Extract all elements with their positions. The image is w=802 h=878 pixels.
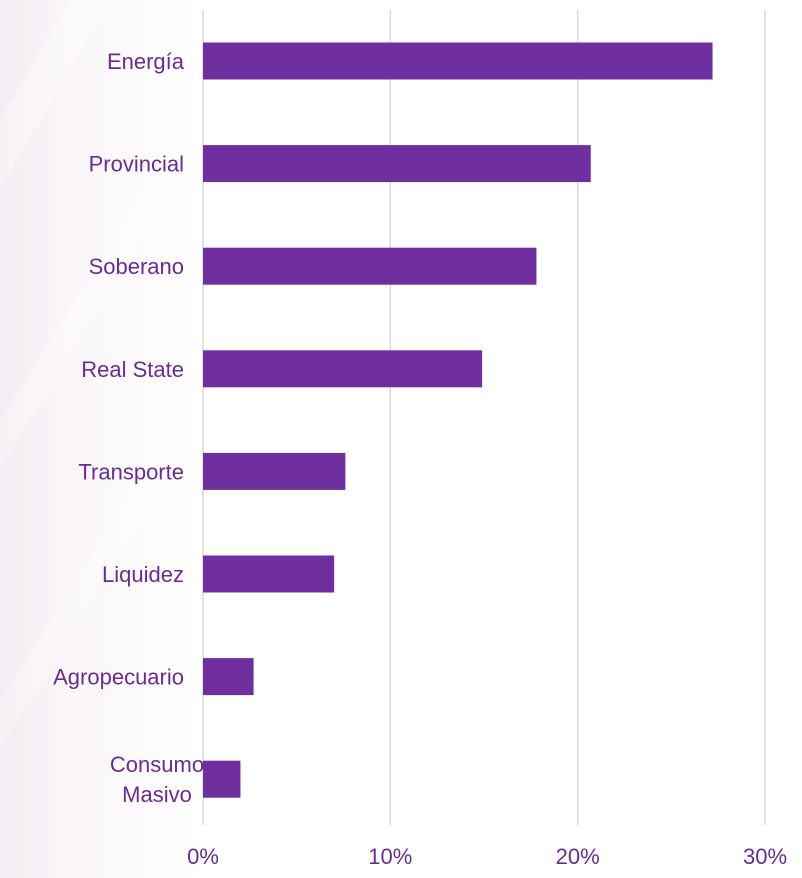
category-label-line: Energía — [107, 49, 185, 74]
category-label-line: Provincial — [89, 152, 184, 177]
category-label-line: Transporte — [78, 459, 184, 484]
gridlines — [202, 10, 766, 825]
category-label-line: Liquidez — [102, 562, 184, 587]
category-label: Consumo Masivo — [110, 752, 204, 807]
x-tick-label: 30% — [743, 844, 787, 869]
bar-transporte — [203, 452, 346, 490]
bars — [203, 42, 713, 798]
category-labels: Energía Provincial Soberano Real State Trans… — [53, 49, 204, 807]
x-axis-tick-labels: 0% 10% 20% 30% — [187, 844, 787, 869]
x-tick-label: 0% — [187, 844, 219, 869]
category-label-line: Real State — [81, 357, 184, 382]
bar-soberano — [203, 247, 537, 285]
category-label: Provincial — [89, 152, 184, 177]
category-label-line: Agropecuario — [53, 665, 184, 690]
category-label: Energía — [107, 49, 185, 74]
category-label: Liquidez — [102, 562, 184, 587]
bar-agropecuario — [203, 658, 254, 696]
category-label-line: Masivo — [122, 782, 192, 807]
bar-real-state — [203, 350, 483, 388]
x-tick-label: 20% — [556, 844, 600, 869]
bar-energía — [203, 42, 713, 80]
bar-consumo-masivo — [203, 760, 241, 798]
category-label: Agropecuario — [53, 665, 184, 690]
category-label: Soberano — [89, 254, 184, 279]
category-label: Transporte — [78, 459, 184, 484]
category-label-line: Consumo — [110, 752, 204, 777]
x-tick-label: 10% — [368, 844, 412, 869]
category-label-line: Soberano — [89, 254, 184, 279]
bar-provincial — [203, 145, 591, 183]
category-label: Real State — [81, 357, 184, 382]
bar-liquidez — [203, 555, 335, 593]
